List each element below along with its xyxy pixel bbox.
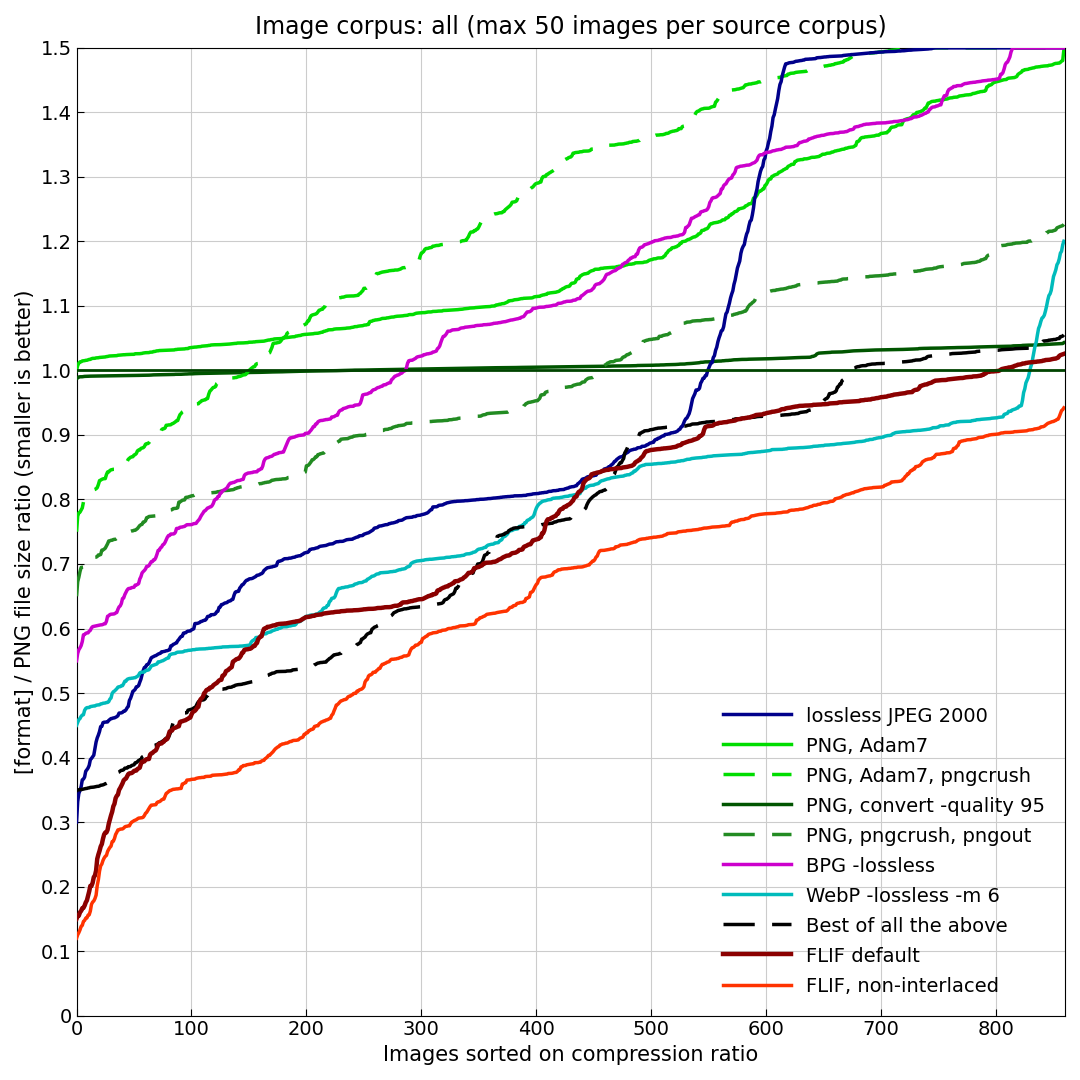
X-axis label: Images sorted on compression ratio: Images sorted on compression ratio xyxy=(383,1045,758,1065)
Y-axis label: [format] / PNG file size ratio (smaller is better): [format] / PNG file size ratio (smaller … xyxy=(15,289,35,774)
Legend: lossless JPEG 2000, PNG, Adam7, PNG, Adam7, pngcrush, PNG, convert -quality 95, : lossless JPEG 2000, PNG, Adam7, PNG, Ada… xyxy=(723,706,1045,996)
Title: Image corpus: all (max 50 images per source corpus): Image corpus: all (max 50 images per sou… xyxy=(255,15,887,39)
